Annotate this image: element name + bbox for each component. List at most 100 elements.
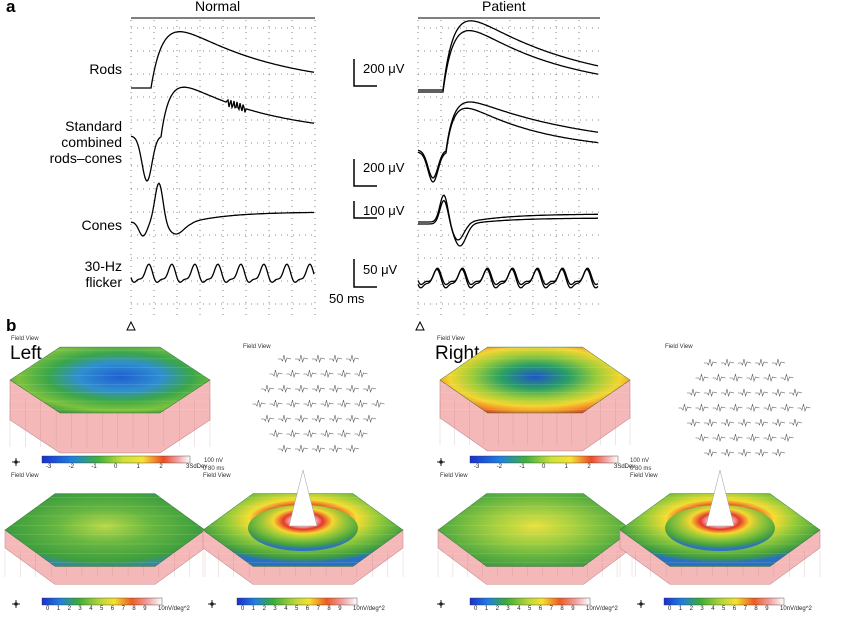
- left-trace-array-waveform: [252, 399, 266, 408]
- left-eye-label: Left: [10, 343, 42, 364]
- right-trace-array-waveform: [789, 388, 803, 397]
- right-density-colorbar-1-tick: 2: [495, 606, 499, 612]
- standard-label-line3: rods–cones: [49, 150, 122, 166]
- normal-flicker-trace: [130, 263, 315, 283]
- right-3d-deviation-map-surface: [439, 346, 631, 414]
- normal-standard-trace: [130, 86, 315, 182]
- flicker-scale-bar: [353, 259, 377, 288]
- normal-cones-trace: [130, 182, 314, 237]
- right-trace-array-waveform: [704, 448, 718, 457]
- right-eye-label: Right: [435, 343, 480, 364]
- right-scale-time: 0 80 ms: [630, 466, 652, 472]
- right-density-colorbar-1: [469, 597, 591, 606]
- flicker-label: 30-Hz flicker: [40, 258, 122, 290]
- cones-label: Cones: [81, 217, 122, 233]
- left-density-colorbar-1-tick: 3: [78, 606, 82, 612]
- right-trace-array-waveform: [772, 358, 786, 367]
- right-trace-array-waveform: [763, 433, 777, 442]
- left-3d-deviation-map-surface: [9, 346, 211, 414]
- right-sd-colorbar-tick: -1: [519, 464, 525, 470]
- left-trace-array-waveform: [286, 429, 300, 438]
- left-trace-array-waveform: [269, 369, 283, 378]
- right-trace-array-waveform: [704, 358, 718, 367]
- left-trace-array-waveform: [337, 429, 351, 438]
- left-density-colorbar-1: [41, 597, 163, 606]
- right-trace-array-waveform: [729, 403, 743, 412]
- left-trace-array-waveform: [312, 354, 326, 363]
- left-field-view-2: Field View: [243, 344, 271, 350]
- right-density-colorbar-2-tick: 1: [678, 606, 683, 612]
- left-sd-colorbar-unit: 3SdDev: [186, 464, 208, 470]
- right-trace-array-waveform: [721, 418, 735, 427]
- patient-rods-trace-2: [418, 29, 599, 93]
- left-density-colorbar-1-tick: 1: [56, 606, 61, 612]
- patient-standard-trace-2: [417, 107, 599, 183]
- right-trace-array-waveform: [678, 403, 692, 412]
- left-density-colorbar-2-tick: 6: [305, 606, 310, 612]
- left-scale-amp: 100 nV: [204, 458, 224, 464]
- right-trace-array-waveform: [695, 433, 709, 442]
- left-density-colorbar-2-tick: 8: [327, 606, 331, 612]
- left-trace-array-waveform: [278, 384, 292, 393]
- left-trace-array-waveform: [363, 414, 377, 423]
- standard-label-line2: combined: [61, 134, 122, 150]
- left-sd-colorbar-tick: 2: [159, 464, 163, 470]
- left-density-colorbar-2-tick: 5: [295, 606, 299, 612]
- standard-scale-bar: [353, 159, 377, 187]
- left-trace-array-waveform: [286, 369, 300, 378]
- right-trace-array-waveform: [755, 358, 769, 367]
- right-trace-array-waveform: [721, 388, 735, 397]
- right-trace-array-waveform: [780, 373, 794, 382]
- right-compass-1-dot: [439, 460, 443, 464]
- time-scale-label: 50 ms: [329, 291, 365, 306]
- left-density-colorbar-1-tick: 0: [46, 606, 50, 612]
- left-trace-array-waveform: [278, 354, 292, 363]
- left-3d-density-peak-map-peak: [288, 469, 318, 527]
- left-trace-array-waveform: [354, 429, 368, 438]
- right-3d-density-peak-map-peak-ring: [665, 504, 775, 552]
- right-density-colorbar-1-tick: 8: [560, 606, 564, 612]
- right-trace-array-waveform: [738, 418, 752, 427]
- left-field-view-1: Field View: [11, 336, 39, 342]
- right-trace-array-waveform: [695, 403, 709, 412]
- left-trace-array-waveform: [278, 414, 292, 423]
- right-trace-array-waveform: [729, 373, 743, 382]
- left-density-colorbar-1-tick: 7: [121, 606, 125, 612]
- left-density-colorbar-1-unit: 10nV/deg^2: [158, 606, 190, 612]
- right-trace-array-waveform: [772, 448, 786, 457]
- left-density-colorbar-2: [236, 597, 358, 606]
- left-field-view-4: Field View: [203, 473, 231, 479]
- right-density-colorbar-2-tick: 9: [765, 606, 769, 612]
- left-trace-array-waveform: [346, 444, 360, 453]
- right-trace-array-waveform: [721, 358, 735, 367]
- left-density-colorbar-1-tick: 6: [110, 606, 115, 612]
- right-trace-array-waveform: [772, 418, 786, 427]
- left-sd-colorbar: [41, 455, 191, 464]
- right-trace-array-waveform: [746, 373, 760, 382]
- left-trace-array-waveform: [346, 384, 360, 393]
- rods-scale-bar: [353, 59, 377, 87]
- left-sd-colorbar-tick: -3: [46, 464, 52, 470]
- left-scale-time: 0 80 ms: [203, 466, 225, 472]
- standard-scale-label: 200 μV: [363, 160, 405, 175]
- left-density-colorbar-2-tick: 2: [262, 606, 266, 612]
- left-3d-density-map-surface: [4, 493, 206, 567]
- rods-label: Rods: [89, 61, 122, 77]
- cones-scale-bar: [353, 201, 377, 219]
- patient-stimulus-marker: [415, 320, 425, 331]
- standard-label-line1: Standard: [65, 118, 122, 134]
- right-field-view-2: Field View: [665, 344, 693, 350]
- right-trace-array-waveform: [687, 388, 701, 397]
- right-field-view-4: Field View: [630, 473, 658, 479]
- right-density-colorbar-1-tick: 4: [517, 606, 521, 612]
- left-trace-array-waveform: [295, 384, 309, 393]
- left-density-colorbar-1-tick: 4: [89, 606, 93, 612]
- left-density-colorbar-2-tick: 4: [284, 606, 288, 612]
- right-trace-array-waveform: [746, 433, 760, 442]
- patient-flicker-trace-2: [417, 268, 599, 289]
- left-density-colorbar-2-tick: 0: [241, 606, 245, 612]
- left-trace-array-waveform: [286, 399, 300, 408]
- right-density-colorbar-2-unit: 10nV/deg^2: [780, 606, 812, 612]
- flicker-scale-label: 50 μV: [363, 262, 398, 277]
- right-trace-array-waveform: [772, 388, 786, 397]
